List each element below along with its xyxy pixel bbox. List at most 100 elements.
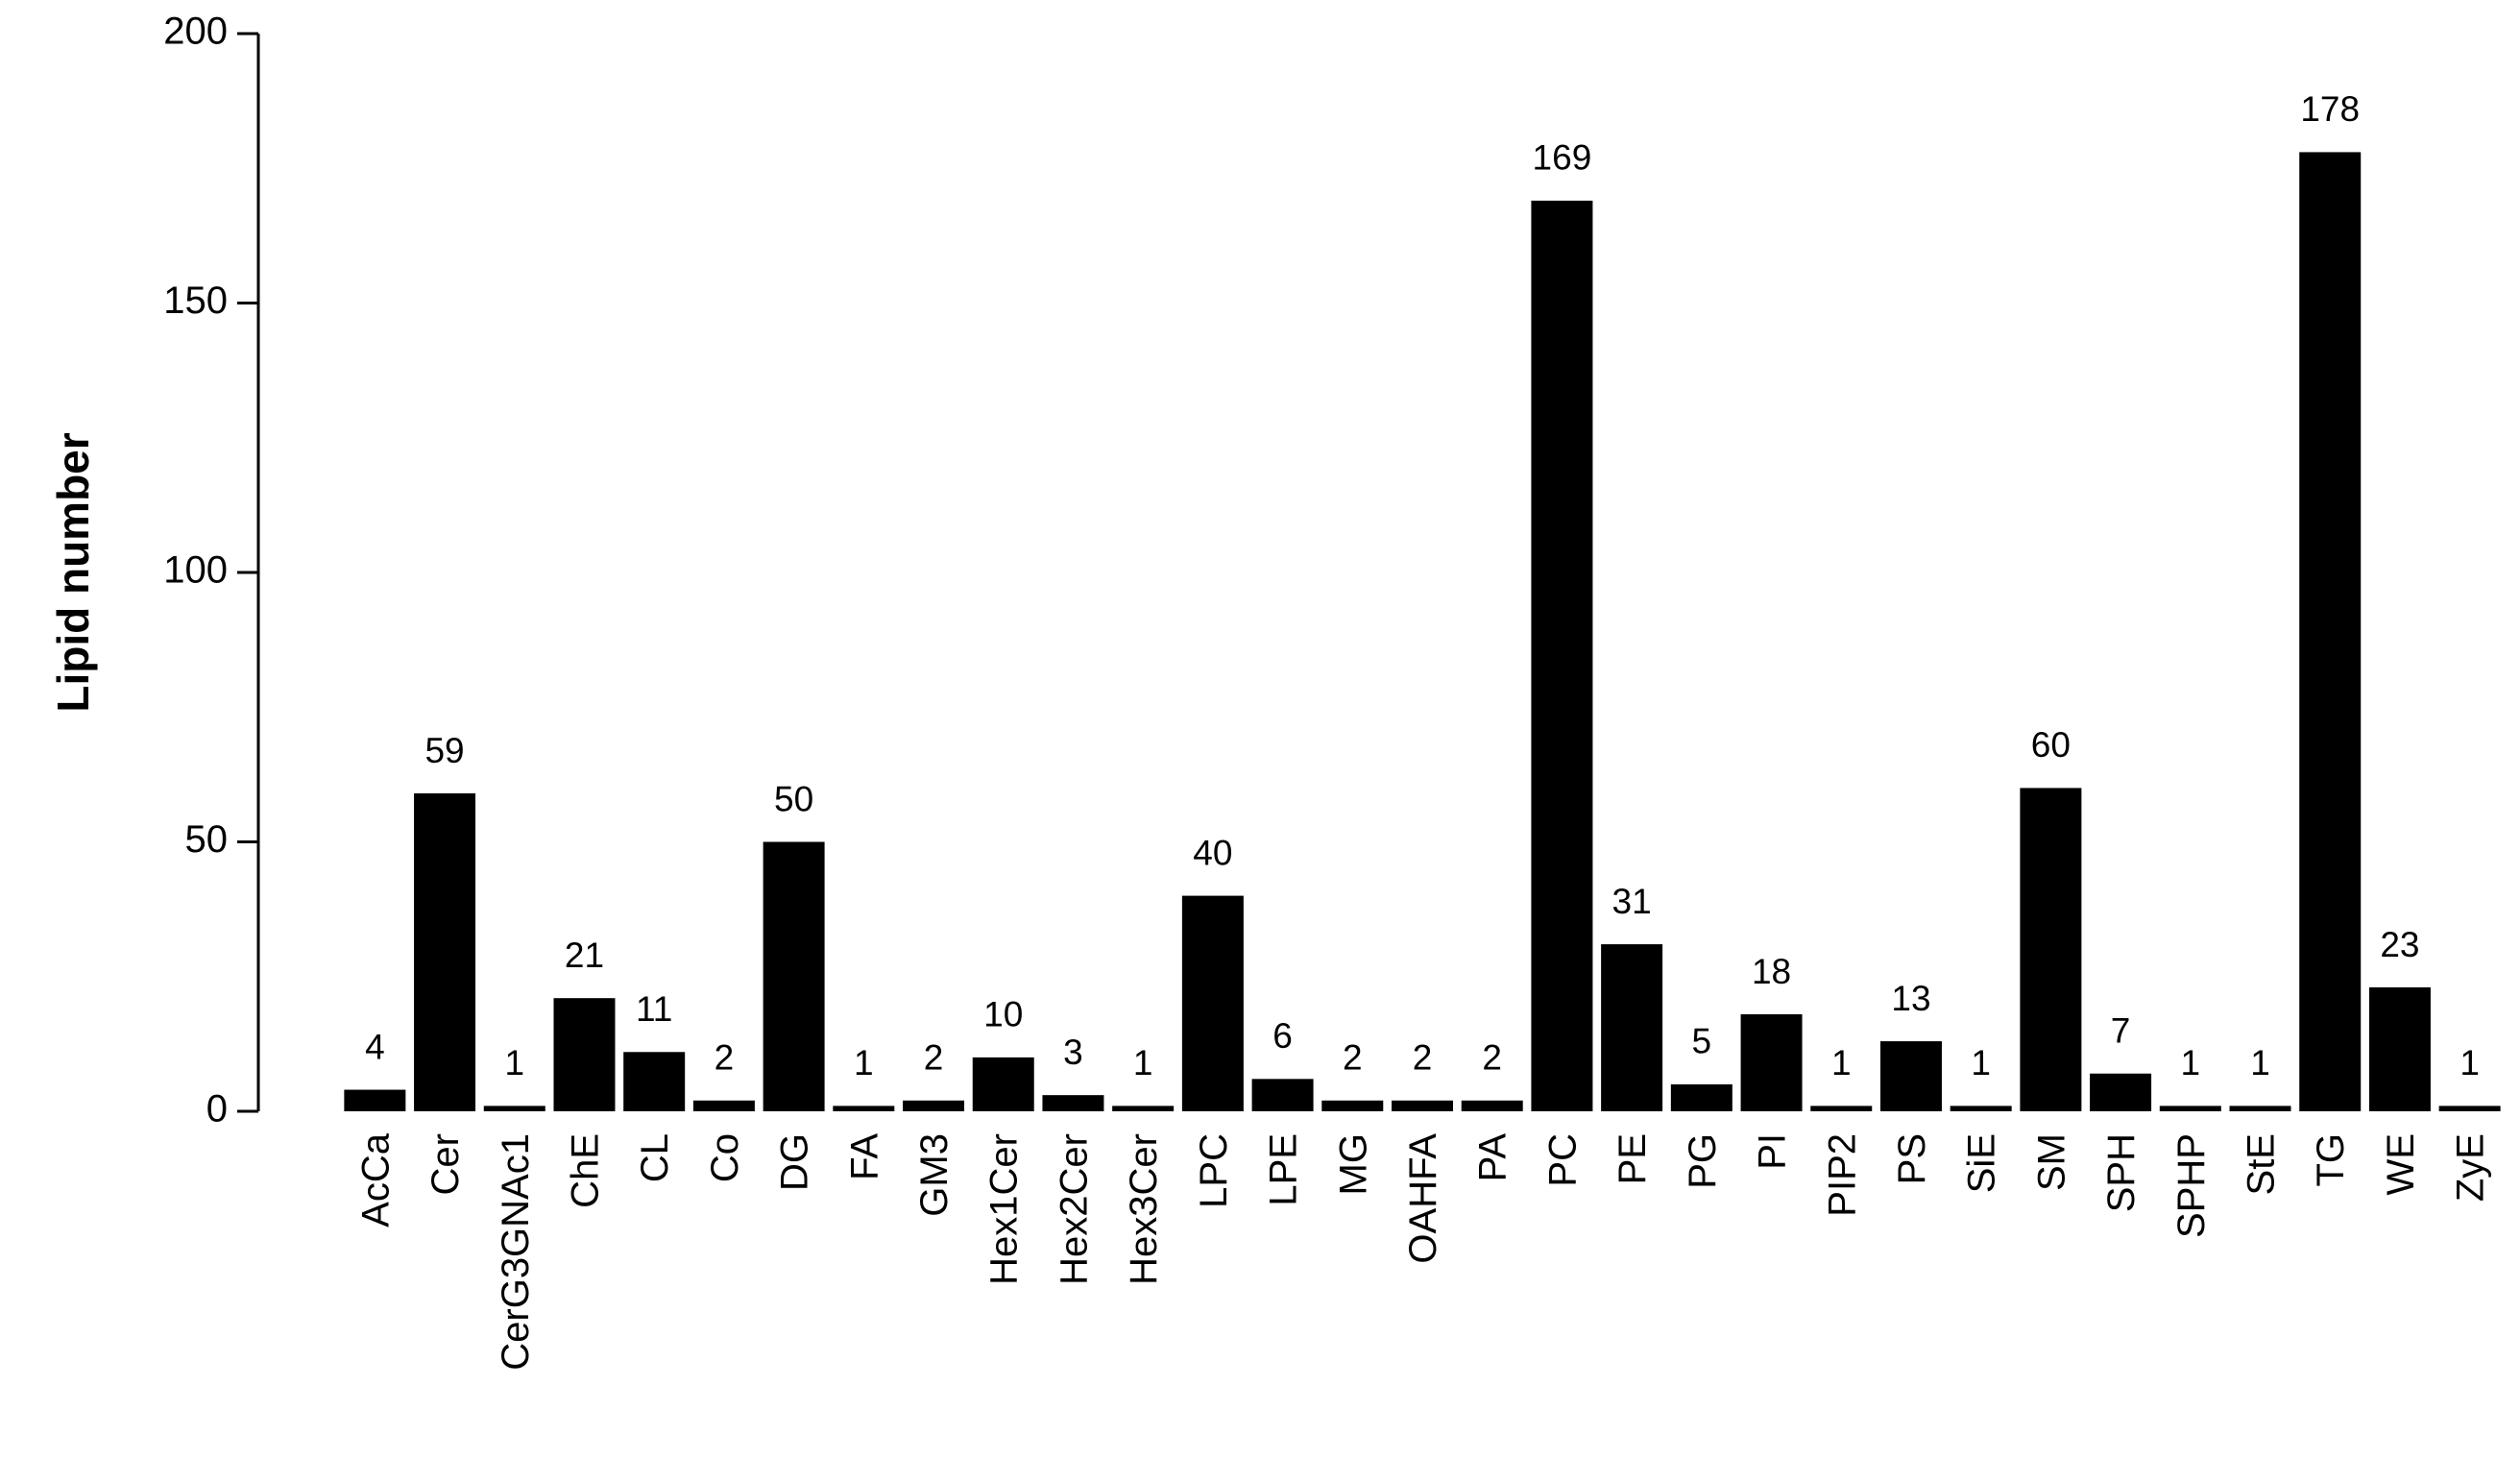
value-label: 2	[715, 1038, 735, 1078]
x-tick-label: PE	[1611, 1133, 1654, 1184]
x-tick-label: PIP2	[1821, 1133, 1863, 1217]
x-tick-label: PA	[1472, 1133, 1514, 1182]
x-tick-label: WE	[2380, 1133, 2422, 1195]
bar	[414, 793, 476, 1111]
bar	[1251, 1079, 1314, 1111]
value-label: 1	[2181, 1043, 2201, 1082]
bar	[833, 1106, 895, 1111]
x-tick-label: PC	[1541, 1133, 1584, 1187]
value-label: 169	[1533, 138, 1592, 178]
x-tick-label: StE	[2241, 1133, 2283, 1195]
x-tick-label: GM3	[913, 1133, 956, 1217]
value-label: 1	[1971, 1043, 1991, 1082]
value-label: 178	[2300, 89, 2360, 129]
x-tick-label: PG	[1682, 1133, 1724, 1189]
value-label: 3	[1063, 1033, 1083, 1072]
x-tick-label: FA	[843, 1133, 885, 1180]
bar	[483, 1106, 545, 1111]
value-label: 50	[774, 779, 813, 818]
bar	[1461, 1100, 1523, 1111]
value-label: 18	[1752, 952, 1791, 991]
x-tick-label: ChE	[564, 1133, 606, 1208]
x-tick-label: LPC	[1193, 1133, 1235, 1208]
x-tick-label: MG	[1332, 1133, 1374, 1195]
bar	[2090, 1073, 2152, 1111]
value-label: 13	[1891, 979, 1930, 1018]
bar	[763, 841, 825, 1111]
bar	[2438, 1106, 2501, 1111]
bar	[344, 1089, 406, 1111]
x-tick-label: Cer	[424, 1133, 467, 1195]
x-tick-label: TG	[2310, 1133, 2352, 1187]
value-label: 7	[2111, 1011, 2131, 1051]
bar	[1112, 1106, 1175, 1111]
bar	[2229, 1106, 2291, 1111]
bar	[553, 998, 616, 1111]
bar	[2299, 152, 2362, 1112]
y-tick-label: 50	[185, 818, 229, 861]
bar	[1879, 1041, 1942, 1111]
bar	[1810, 1106, 1873, 1111]
value-label: 60	[2031, 725, 2071, 765]
x-tick-label: Hex2Cer	[1053, 1133, 1095, 1285]
bar	[1531, 200, 1593, 1111]
x-tick-label: SPHP	[2170, 1133, 2213, 1238]
x-tick-label: DG	[774, 1133, 816, 1191]
value-label: 2	[1343, 1038, 1363, 1078]
y-tick-label: 150	[163, 280, 228, 322]
bar	[1392, 1100, 1453, 1111]
value-label: 1	[2459, 1043, 2480, 1082]
bar	[2368, 986, 2431, 1111]
x-tick-label: PS	[1891, 1133, 1933, 1184]
x-tick-label: ZyE	[2450, 1133, 2492, 1202]
bar	[1321, 1100, 1384, 1111]
value-label: 1	[1133, 1043, 1153, 1082]
x-tick-label: PI	[1752, 1133, 1794, 1170]
bar	[692, 1100, 755, 1111]
y-tick-label: 100	[163, 549, 228, 592]
value-label: 1	[1831, 1043, 1852, 1082]
bar	[972, 1057, 1034, 1111]
bar	[2020, 788, 2082, 1111]
value-label: 1	[854, 1043, 874, 1082]
value-label: 31	[1612, 882, 1652, 921]
y-tick-label: 200	[163, 11, 228, 53]
value-label: 21	[565, 936, 604, 975]
bar	[623, 1052, 686, 1111]
value-label: 6	[1272, 1016, 1293, 1056]
bar	[1042, 1095, 1104, 1111]
x-tick-label: SM	[2030, 1133, 2072, 1191]
value-label: 4	[365, 1027, 385, 1066]
value-label: 1	[2250, 1043, 2270, 1082]
bar	[1950, 1106, 2012, 1111]
x-tick-label: AcCa	[354, 1132, 397, 1228]
bar	[1601, 944, 1663, 1111]
y-axis-label: Lipid number	[48, 432, 98, 712]
x-tick-label: CL	[634, 1133, 676, 1182]
x-tick-label: Co	[704, 1133, 746, 1182]
bar	[1740, 1014, 1803, 1111]
x-tick-label: Hex3Cer	[1123, 1133, 1165, 1285]
x-tick-label: SPH	[2100, 1133, 2143, 1212]
bar	[1670, 1083, 1732, 1111]
value-label: 59	[424, 731, 464, 770]
value-label: 1	[504, 1043, 524, 1082]
value-label: 2	[924, 1038, 944, 1078]
x-tick-label: LPE	[1263, 1133, 1305, 1206]
x-tick-label: OAHFA	[1402, 1133, 1444, 1264]
value-label: 5	[1692, 1022, 1712, 1061]
value-label: 10	[983, 995, 1023, 1034]
bar	[903, 1100, 965, 1111]
bar	[1181, 895, 1244, 1111]
value-label: 11	[636, 989, 672, 1029]
x-tick-label: SiE	[1961, 1133, 2003, 1193]
value-label: 23	[2380, 925, 2419, 964]
y-tick-label: 0	[206, 1088, 228, 1130]
value-label: 40	[1193, 833, 1232, 872]
value-label: 2	[1482, 1038, 1502, 1078]
x-tick-label: CerG3GNAc1	[495, 1133, 537, 1371]
x-tick-label: Hex1Cer	[983, 1133, 1026, 1285]
bar	[2159, 1106, 2221, 1111]
value-label: 2	[1413, 1038, 1433, 1078]
